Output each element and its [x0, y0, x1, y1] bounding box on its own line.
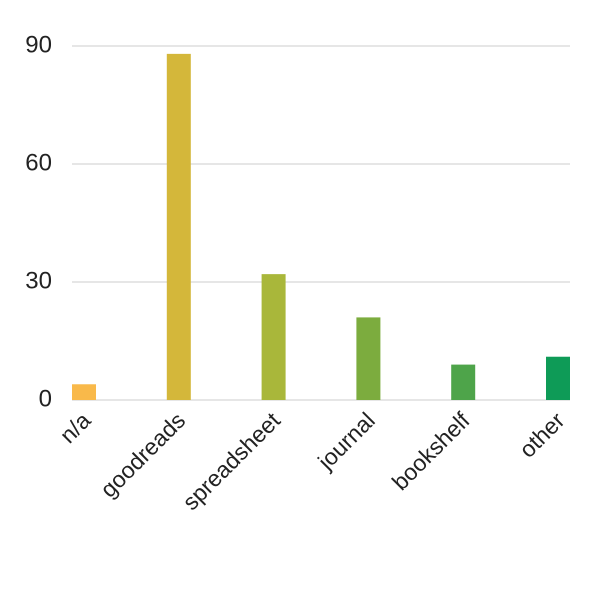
x-tick-label: other	[514, 407, 570, 463]
x-tick-label: spreadsheet	[177, 407, 285, 515]
x-tick-label: goodreads	[95, 407, 190, 502]
bar	[72, 384, 96, 400]
y-tick-label: 90	[25, 31, 52, 58]
bar	[546, 356, 570, 400]
bar	[261, 274, 286, 400]
bar	[166, 53, 191, 400]
x-tick-label: n/a	[55, 407, 96, 448]
y-tick-label: 60	[25, 149, 52, 176]
x-tick-label: journal	[312, 407, 380, 475]
y-tick-label: 30	[25, 267, 52, 294]
y-tick-label: 0	[39, 385, 52, 412]
bar	[356, 317, 381, 400]
bar	[451, 364, 476, 400]
x-tick-label: bookshelf	[387, 407, 475, 495]
